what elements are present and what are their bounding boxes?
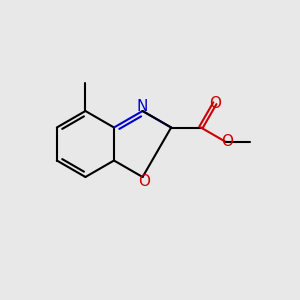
Text: O: O [209, 96, 221, 111]
Text: O: O [138, 174, 150, 189]
Text: O: O [220, 134, 232, 149]
Text: N: N [137, 99, 148, 114]
